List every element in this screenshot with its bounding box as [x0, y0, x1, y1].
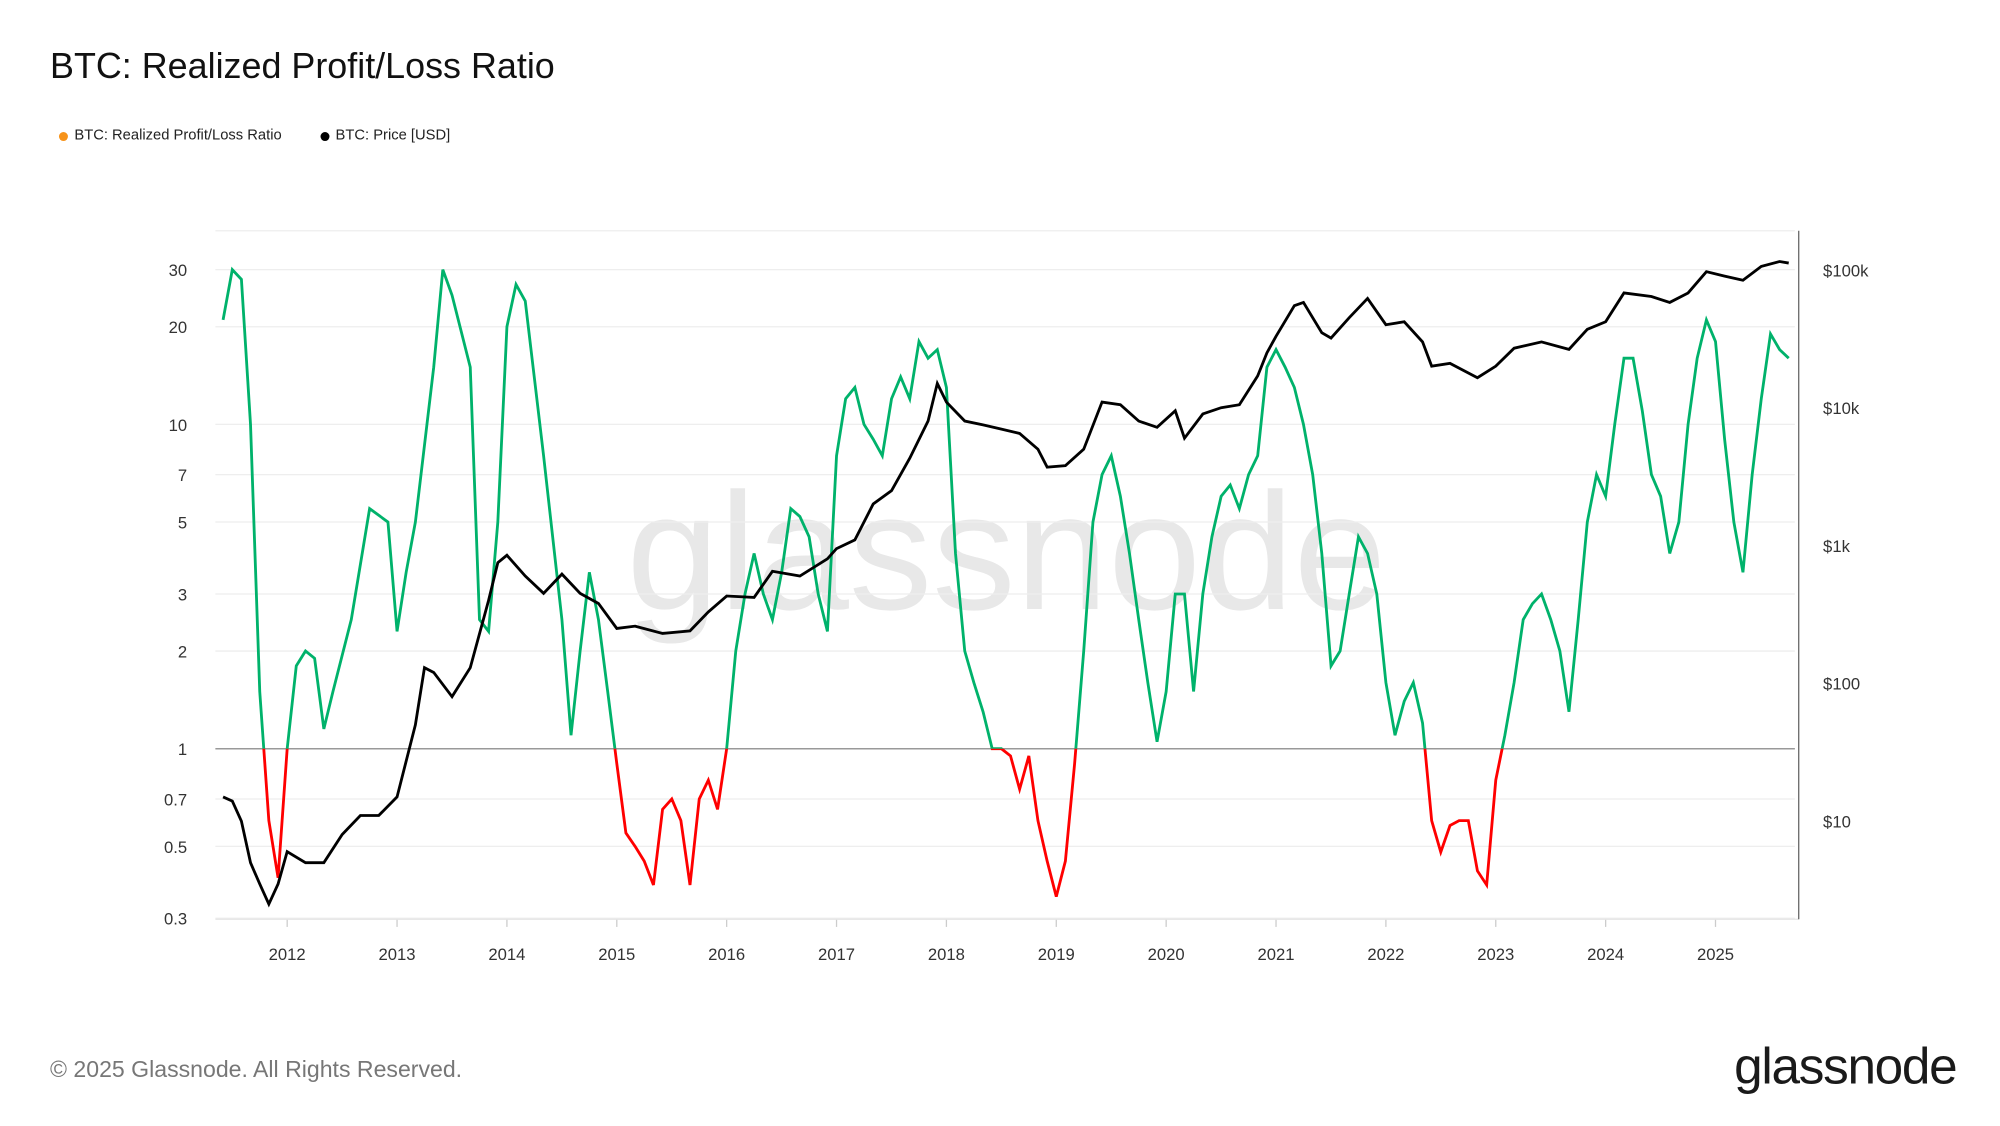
x-tick-label: 2017 — [818, 945, 855, 964]
x-tick-label: 2021 — [1257, 945, 1294, 964]
legend-dot-orange-icon — [58, 131, 68, 141]
watermark: glassnode — [627, 459, 1387, 645]
copyright: © 2025 Glassnode. All Rights Reserved. — [49, 1056, 463, 1083]
y-left-tick-label: 3 — [178, 585, 187, 604]
legend-item-ratio[interactable]: BTC: Realized Profit/Loss Ratio — [58, 128, 282, 144]
x-tick-label: 2014 — [488, 945, 525, 964]
chart-title: BTC: Realized Profit/Loss Ratio — [49, 46, 555, 86]
y-left-tick-label: 5 — [178, 513, 187, 532]
x-tick-label: 2012 — [269, 945, 306, 964]
y-left-tick-label: 0.7 — [164, 790, 187, 809]
y-left-tick-label: 0.5 — [164, 838, 187, 857]
legend-item-price[interactable]: BTC: Price [USD] — [320, 128, 451, 144]
x-tick-label: 2015 — [598, 945, 635, 964]
x-tick-label: 2020 — [1148, 945, 1185, 964]
y-right-tick-label: $10 — [1823, 813, 1851, 832]
y-left-tick-label: 30 — [169, 261, 188, 280]
x-tick-label: 2016 — [708, 945, 745, 964]
x-tick-label: 2024 — [1587, 945, 1624, 964]
y-left-tick-label: 10 — [169, 416, 188, 435]
x-tick-label: 2018 — [928, 945, 965, 964]
x-tick-label: 2019 — [1038, 945, 1075, 964]
x-tick-label: 2022 — [1367, 945, 1404, 964]
glassnode-logo: glassnode — [1734, 1038, 1958, 1095]
x-tick-label: 2013 — [379, 945, 416, 964]
x-tick-label: 2023 — [1477, 945, 1514, 964]
y-right-tick-label: $100k — [1823, 261, 1869, 280]
y-left-tick-label: 0.3 — [164, 910, 187, 929]
grid — [215, 230, 1795, 919]
ratio-line-above-1 — [221, 266, 1790, 749]
legend-label: BTC: Realized Profit/Loss Ratio — [74, 128, 282, 144]
y-right-tick-label: $1k — [1823, 537, 1851, 556]
y-left-tick-label: 1 — [178, 740, 187, 759]
x-tick-label: 2025 — [1697, 945, 1734, 964]
y-left-tick-label: 7 — [178, 466, 187, 485]
legend: BTC: Realized Profit/Loss Ratio BTC: Pri… — [58, 128, 451, 144]
ratio-line-below-1 — [262, 748, 1504, 898]
y-left-tick-label: 2 — [178, 642, 187, 661]
price-line — [222, 260, 1789, 908]
y-right-tick-label: $10k — [1823, 399, 1860, 418]
y-left-tick-label: 20 — [169, 318, 188, 337]
axis-ticks: 30 20 10 7 5 3 2 1 0.7 0.5 0.3 $100k $10k $1k $100 $10 2… — [164, 261, 1869, 964]
legend-dot-black-icon — [320, 131, 330, 141]
y-right-tick-label: $100 — [1823, 675, 1860, 694]
legend-label: BTC: Price [USD] — [335, 128, 451, 144]
